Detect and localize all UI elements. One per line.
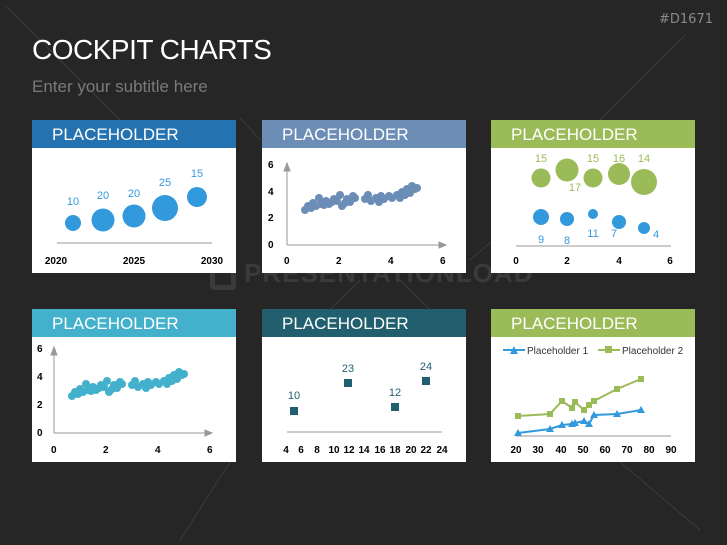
svg-text:4: 4 xyxy=(388,256,394,267)
svg-text:6: 6 xyxy=(298,445,304,456)
line-chart: Placeholder 1 Placeholder 2 20 30 40 50 60 70… xyxy=(503,346,684,456)
svg-text:2: 2 xyxy=(564,256,570,267)
svg-text:60: 60 xyxy=(599,445,611,456)
svg-text:25: 25 xyxy=(159,177,171,189)
svg-text:0: 0 xyxy=(513,256,519,267)
card-header: PLACEHOLDER xyxy=(491,120,695,148)
svg-text:9: 9 xyxy=(538,234,544,246)
svg-text:2: 2 xyxy=(268,213,274,224)
svg-text:20: 20 xyxy=(405,445,417,456)
svg-text:0: 0 xyxy=(284,256,290,267)
card-bubble-years[interactable]: PLACEHOLDER 10 20 20 25 15 2020 2025 203… xyxy=(32,120,236,273)
svg-text:80: 80 xyxy=(643,445,655,456)
svg-text:2: 2 xyxy=(103,445,109,456)
svg-text:2025: 2025 xyxy=(123,256,146,267)
svg-text:4: 4 xyxy=(268,187,274,198)
svg-text:30: 30 xyxy=(532,445,544,456)
svg-text:18: 18 xyxy=(389,445,401,456)
svg-text:4: 4 xyxy=(653,229,659,241)
svg-text:20: 20 xyxy=(97,190,109,202)
svg-text:Placeholder 1: Placeholder 1 xyxy=(527,346,589,357)
svg-text:0: 0 xyxy=(268,240,274,251)
svg-text:20: 20 xyxy=(510,445,522,456)
svg-text:7: 7 xyxy=(611,228,617,240)
card-header: PLACEHOLDER xyxy=(32,120,236,148)
svg-text:4: 4 xyxy=(616,256,622,267)
svg-text:12: 12 xyxy=(343,445,355,456)
svg-text:2: 2 xyxy=(336,256,342,267)
svg-text:6: 6 xyxy=(207,445,213,456)
card-line-chart[interactable]: PLACEHOLDER Placeholder 1 Placeholder 2 … xyxy=(491,309,695,462)
card-bubble-two-series[interactable]: PLACEHOLDER 15 17 15 16 14 9 8 11 7 xyxy=(491,120,695,273)
svg-text:70: 70 xyxy=(621,445,633,456)
card-header: PLACEHOLDER xyxy=(262,309,466,337)
svg-text:12: 12 xyxy=(389,387,401,399)
card-header: PLACEHOLDER xyxy=(491,309,695,337)
card-header: PLACEHOLDER xyxy=(32,309,236,337)
svg-text:20: 20 xyxy=(128,188,140,200)
svg-text:0: 0 xyxy=(37,428,43,439)
svg-text:2: 2 xyxy=(37,400,43,411)
slide-code: #D1671 xyxy=(659,12,713,27)
svg-text:15: 15 xyxy=(587,153,599,165)
svg-text:11: 11 xyxy=(587,228,598,240)
svg-text:10: 10 xyxy=(288,390,300,402)
svg-text:8: 8 xyxy=(564,235,570,247)
svg-text:22: 22 xyxy=(420,445,432,456)
page-subtitle[interactable]: Enter your subtitle here xyxy=(32,77,208,96)
svg-text:24: 24 xyxy=(436,445,448,456)
svg-text:6: 6 xyxy=(268,160,274,171)
svg-text:6: 6 xyxy=(667,256,673,267)
scatter-chart: 6 4 2 0 0 2 4 6 xyxy=(37,344,214,456)
svg-text:14: 14 xyxy=(638,153,650,165)
svg-text:4: 4 xyxy=(37,372,43,383)
svg-text:40: 40 xyxy=(555,445,567,456)
svg-text:2020: 2020 xyxy=(45,256,68,267)
svg-text:15: 15 xyxy=(191,168,203,180)
svg-text:24: 24 xyxy=(420,361,432,373)
svg-text:14: 14 xyxy=(358,445,370,456)
svg-text:16: 16 xyxy=(374,445,386,456)
svg-text:6: 6 xyxy=(37,344,43,355)
card-scatter-cyan[interactable]: PLACEHOLDER 6 4 2 0 0 2 4 6 xyxy=(32,309,236,462)
svg-text:10: 10 xyxy=(328,445,340,456)
svg-text:50: 50 xyxy=(577,445,589,456)
svg-text:10: 10 xyxy=(67,196,79,208)
svg-text:0: 0 xyxy=(51,445,57,456)
scatter-chart: 6 4 2 0 0 2 4 6 xyxy=(268,160,448,267)
svg-text:16: 16 xyxy=(613,153,625,165)
card-scatter-teal[interactable]: PLACEHOLDER 10 23 12 24 4 6 8 10 12 14 16 18 20 2… xyxy=(262,309,466,462)
svg-text:8: 8 xyxy=(314,445,320,456)
svg-text:2030: 2030 xyxy=(201,256,224,267)
bubble-chart: 10 20 20 25 15 2020 2025 2030 xyxy=(45,168,224,267)
svg-text:4: 4 xyxy=(155,445,161,456)
legend: Placeholder 1 Placeholder 2 xyxy=(503,346,684,357)
svg-text:4: 4 xyxy=(283,445,289,456)
card-header: PLACEHOLDER xyxy=(262,120,466,148)
svg-text:23: 23 xyxy=(342,363,354,375)
scatter-chart: 10 23 12 24 4 6 8 10 12 14 16 18 20 22 24 xyxy=(283,361,448,456)
svg-text:17: 17 xyxy=(569,182,581,194)
svg-text:Placeholder 2: Placeholder 2 xyxy=(622,346,684,357)
bubble-chart: 15 17 15 16 14 9 8 11 7 4 0 2 4 6 xyxy=(513,153,673,267)
card-scatter-steel[interactable]: PLACEHOLDER 6 4 2 0 0 2 4 6 xyxy=(262,120,466,273)
svg-text:15: 15 xyxy=(535,153,547,165)
svg-text:90: 90 xyxy=(665,445,677,456)
svg-text:6: 6 xyxy=(440,256,446,267)
page-title: COCKPIT CHARTS xyxy=(32,34,272,65)
